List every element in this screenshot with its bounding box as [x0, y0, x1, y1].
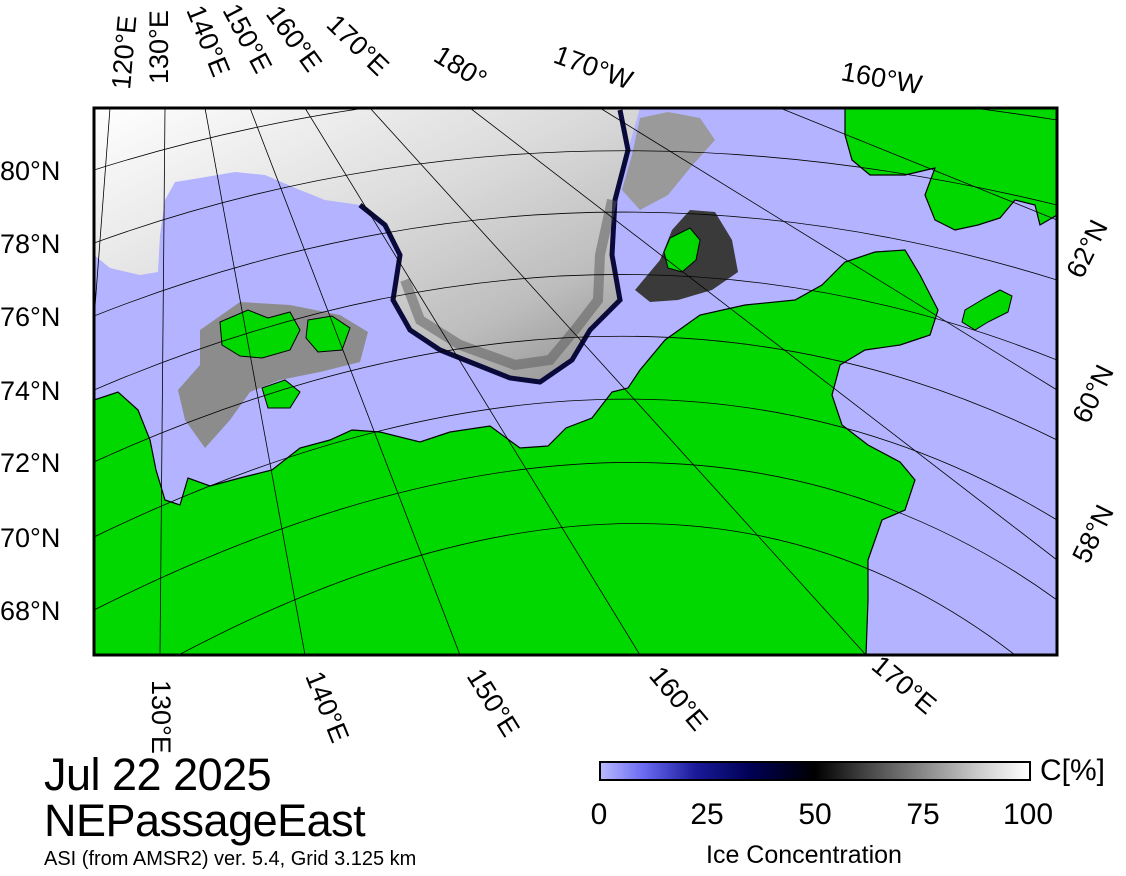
lon-label-bottom-140e: 140°E — [299, 667, 354, 747]
lon-label-top-130e: 130°E — [144, 10, 174, 84]
meridian-140e — [204, 108, 306, 655]
colorbar-tick-100: 100 — [1002, 798, 1054, 831]
parallel-72n — [94, 335, 1057, 463]
meridian-180 — [469, 108, 1057, 561]
parallel-68n — [94, 462, 1057, 611]
colorbar-caption: Ice Concentration — [706, 841, 902, 869]
lon-label-top-180: 180° — [429, 40, 492, 95]
alaska-land — [844, 108, 1057, 231]
parallel-80n — [94, 108, 1057, 171]
meridian-170e — [369, 108, 867, 655]
colorbar-unit: C[%] — [1040, 754, 1106, 787]
lat-label-62n: 62°N — [1060, 215, 1113, 282]
parallel-76n — [94, 211, 1057, 317]
kotelny-island — [219, 309, 301, 359]
arctic-pack-ice — [94, 108, 640, 382]
meridian-160w — [779, 108, 1057, 221]
lat-label-58n: 58°N — [1066, 500, 1119, 567]
lon-label-top-120e: 120°E — [106, 14, 142, 90]
meridian-130e — [159, 108, 166, 655]
ice-edge-dark — [358, 109, 631, 385]
st-lawrence-island — [961, 289, 1013, 331]
lon-label-bottom-130e: 130°E — [146, 680, 176, 754]
colorbar — [599, 761, 1031, 781]
lat-label-78n: 78°N — [0, 229, 60, 259]
map-date: Jul 22 2025 — [44, 749, 272, 800]
lat-label-68n: 68°N — [0, 596, 60, 626]
colorbar-tick-75: 75 — [906, 798, 940, 831]
lat-label-74n: 74°N — [0, 376, 60, 406]
lon-label-top-170w: 170°W — [550, 39, 637, 95]
parallel-70n — [94, 398, 1057, 538]
graticule — [94, 108, 1057, 655]
meridian-120e — [94, 108, 111, 321]
new-siberia-island — [305, 315, 351, 353]
region-name: NEPassageEast — [44, 795, 366, 846]
lon-label-top-170e: 170°E — [321, 9, 395, 82]
lon-label-bottom-150e: 150°E — [461, 663, 526, 742]
lat-label-60n: 60°N — [1066, 360, 1119, 427]
lat-label-72n: 72°N — [0, 448, 60, 478]
lon-label-bottom-160e: 160°E — [643, 661, 713, 737]
lat-label-76n: 76°N — [0, 302, 60, 332]
parallel-78n — [94, 150, 1057, 244]
east-ice-patch — [622, 112, 715, 210]
meridian-160e — [304, 108, 641, 655]
source-note: ASI (from AMSR2) ver. 5.4, Grid 3.125 km — [44, 848, 417, 870]
lat-label-80n: 80°N — [0, 156, 60, 186]
map-frame — [92, 106, 1059, 657]
wrangel-island — [663, 227, 701, 273]
colorbar-tick-25: 25 — [690, 798, 724, 831]
lon-label-top-160w: 160°W — [839, 56, 925, 100]
colorbar-tick-0: 0 — [590, 798, 608, 831]
colorbar-tick-50: 50 — [798, 798, 832, 831]
meridian-170w — [599, 108, 1057, 391]
ice-edge-grey — [400, 198, 617, 371]
parallel-66n — [177, 523, 1016, 655]
lon-label-bottom-170e: 170°E — [866, 650, 942, 720]
parallel-74n — [94, 274, 1057, 391]
meridian-150e — [249, 108, 461, 655]
lat-label-70n: 70°N — [0, 523, 60, 553]
